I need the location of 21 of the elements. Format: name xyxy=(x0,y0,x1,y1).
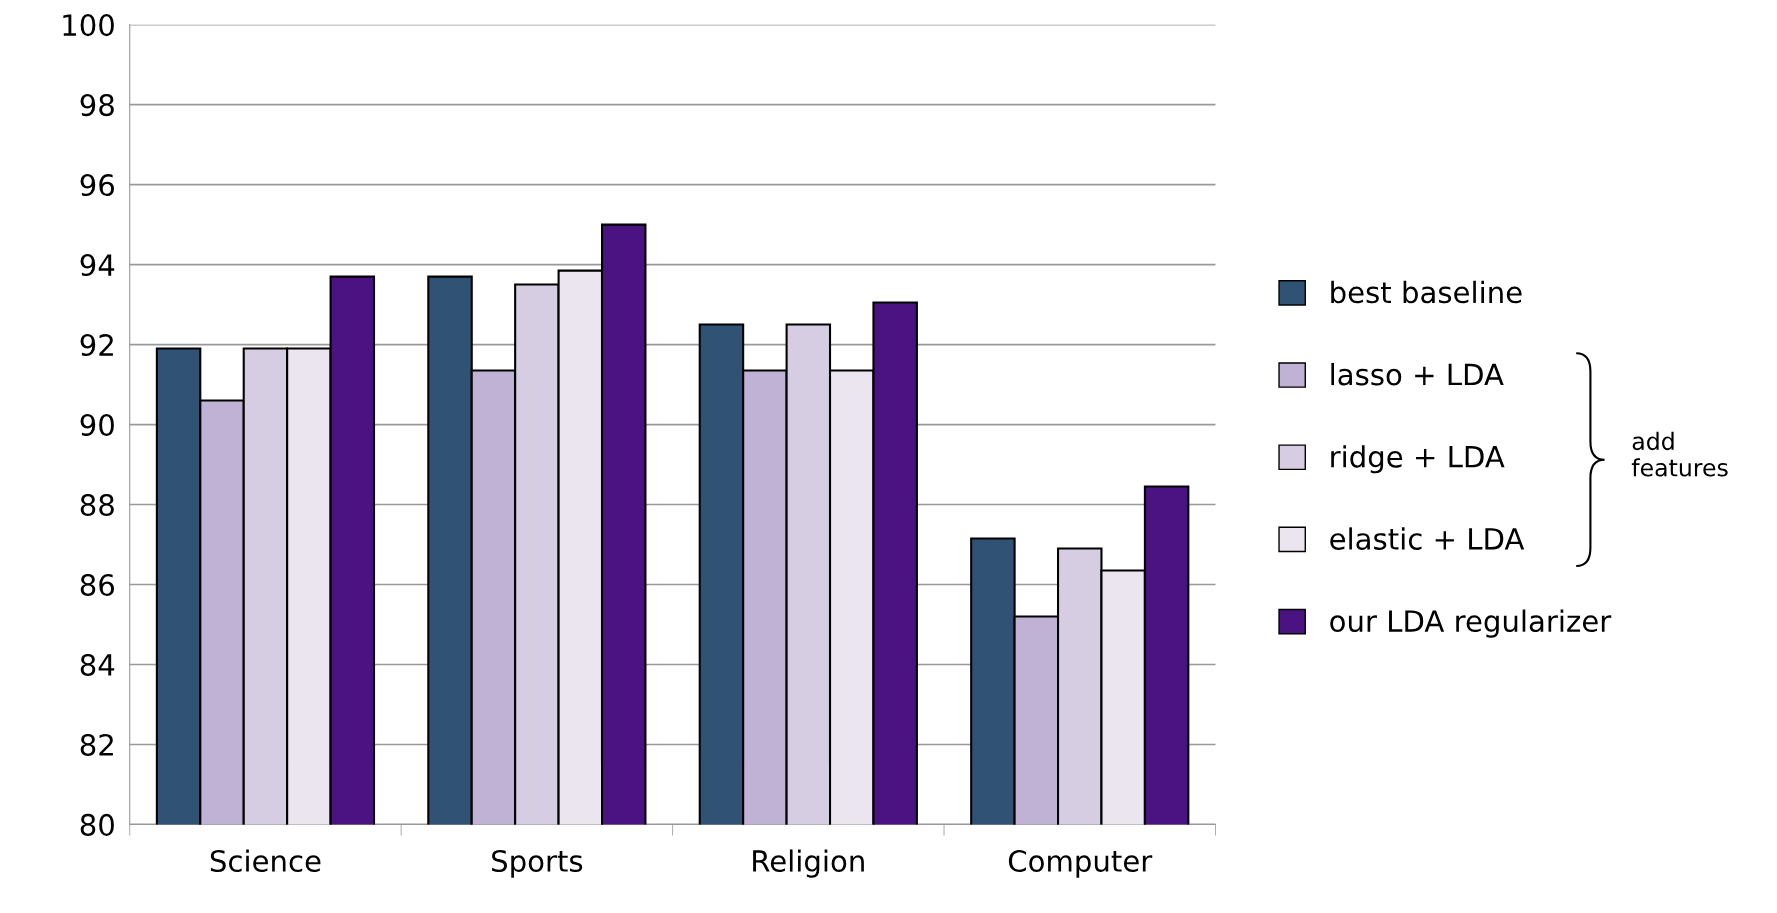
y-tick-label: 100 xyxy=(63,14,114,37)
y-tick-label: 96 xyxy=(80,174,114,197)
y-tick-label: 84 xyxy=(80,653,115,676)
legend-label: our LDA regularizer xyxy=(1330,609,1612,638)
x-tick-label: Science xyxy=(210,849,321,873)
y-tick-label: 90 xyxy=(80,413,114,437)
y-tick-label: 82 xyxy=(80,733,113,756)
legend-label: ridge + LDA xyxy=(1331,445,1505,474)
y-tick-label: 92 xyxy=(80,334,113,357)
legend-label: best baseline xyxy=(1331,280,1522,304)
y-tick-label: 88 xyxy=(80,493,114,517)
x-tick-label: Computer xyxy=(1008,849,1153,878)
x-tick-label: Sports xyxy=(492,849,583,878)
legend-label: lasso + LDA xyxy=(1331,362,1504,386)
y-tick-label: 94 xyxy=(80,254,115,277)
text: add features xyxy=(1631,431,1728,477)
legend-label: elastic + LDA xyxy=(1330,527,1525,550)
y-tick-label: 80 xyxy=(80,813,114,836)
y-tick-label: 86 xyxy=(80,573,114,596)
y-tick-label: 98 xyxy=(80,94,114,117)
x-tick-label: Religion xyxy=(753,849,864,878)
